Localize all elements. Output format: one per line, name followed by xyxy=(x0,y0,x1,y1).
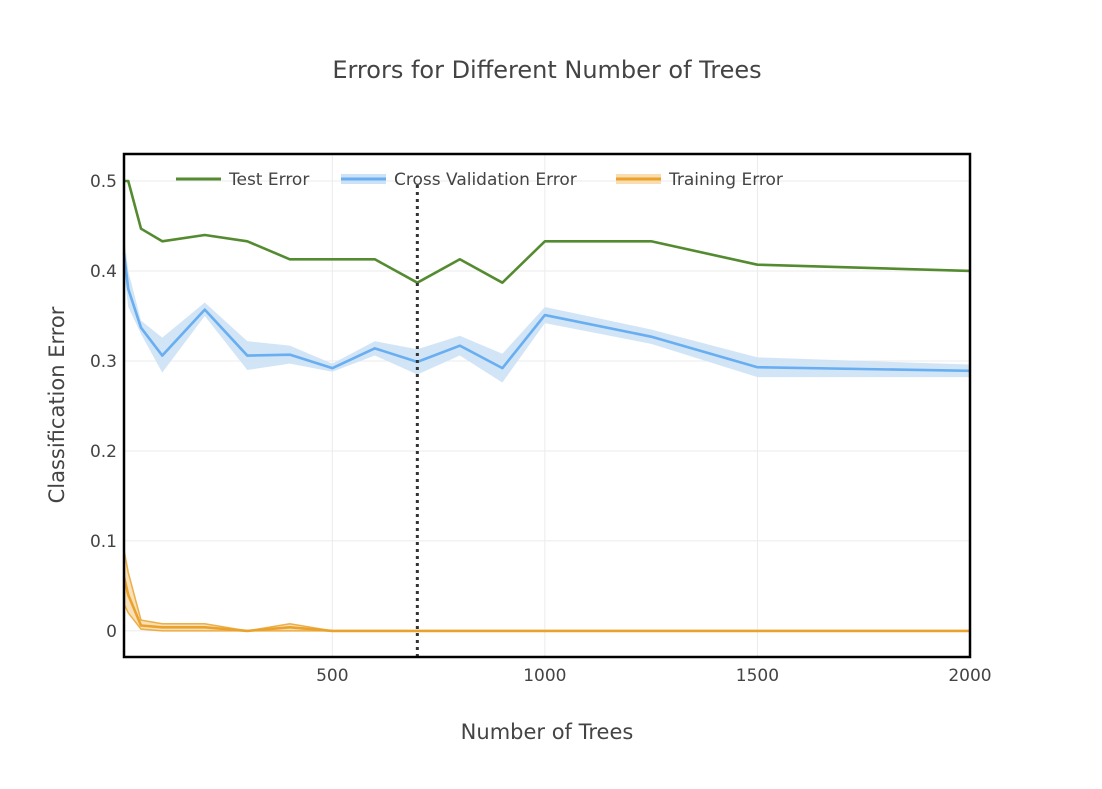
band-cross-validation-error xyxy=(124,234,970,383)
legend-label: Test Error xyxy=(228,170,309,190)
x-axis-title: Number of Trees xyxy=(461,720,634,744)
y-tick-label: 0.3 xyxy=(90,352,117,372)
y-tick-label: 0.4 xyxy=(90,262,117,282)
y-axis-title: Classification Error xyxy=(45,306,69,503)
x-tick-label: 500 xyxy=(316,666,348,686)
y-tick-labels: 0 0.1 0.2 0.3 0.4 0.5 xyxy=(90,172,117,642)
y-tick-label: 0 xyxy=(106,622,117,642)
series-lines xyxy=(122,179,971,633)
x-tick-label: 2000 xyxy=(948,666,991,686)
legend: Test Error Cross Validation Error Training… xyxy=(176,170,783,190)
legend-label: Cross Validation Error xyxy=(394,170,577,190)
plot-frame xyxy=(122,152,972,659)
y-tick-label: 0.5 xyxy=(90,172,117,192)
line-test-error xyxy=(124,179,971,284)
y-tick-label: 0.2 xyxy=(90,442,117,462)
x-tick-label: 1500 xyxy=(736,666,779,686)
x-tick-labels: 500 1000 1500 2000 xyxy=(316,666,992,686)
line-cross-validation-error xyxy=(122,252,971,373)
line-training-error xyxy=(122,576,970,633)
chart-title: Errors for Different Number of Trees xyxy=(332,56,761,84)
legend-label: Training Error xyxy=(668,170,783,190)
y-tick-label: 0.1 xyxy=(90,532,117,552)
x-tick-label: 1000 xyxy=(523,666,566,686)
